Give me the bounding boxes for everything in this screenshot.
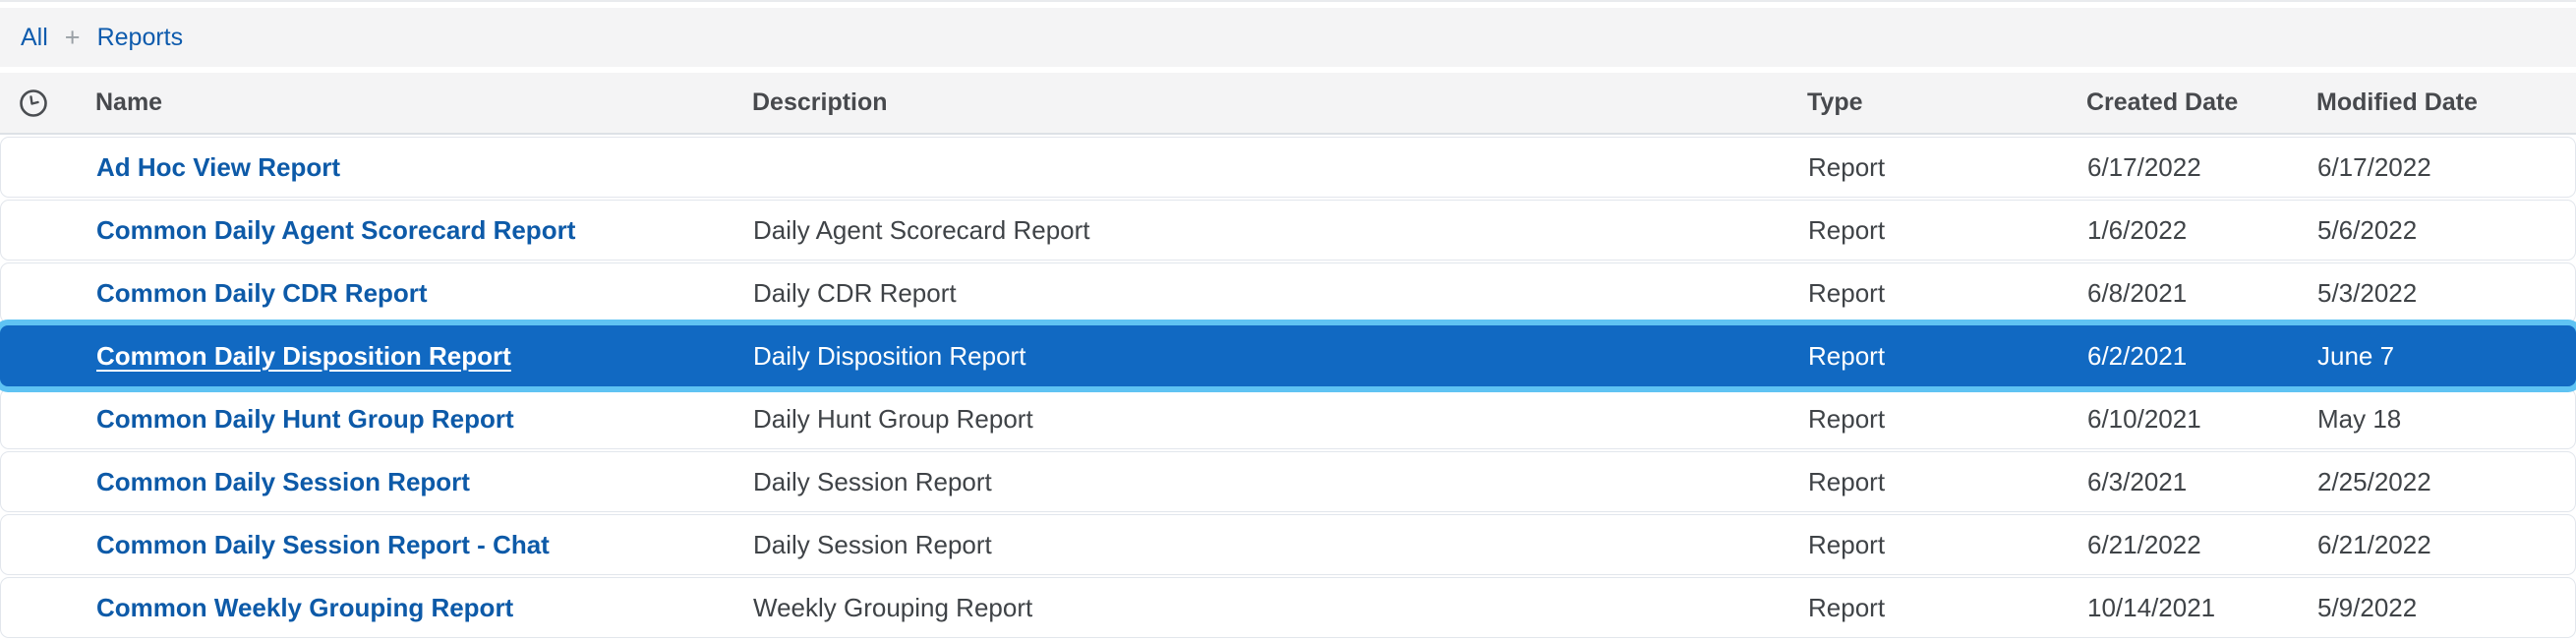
report-name-link[interactable]: Common Daily Hunt Group Report [96, 403, 514, 434]
report-created-date: 6/3/2021 [2087, 466, 2188, 496]
header-cell-scheduled[interactable] [0, 88, 95, 118]
header-cell-description[interactable]: Description [752, 88, 888, 116]
report-name-link[interactable]: Common Weekly Grouping Report [96, 592, 514, 622]
report-created-date: 1/6/2022 [2087, 214, 2188, 245]
table-row[interactable]: Common Daily Session Report Daily Sessio… [0, 451, 2576, 512]
header-cell-type[interactable]: Type [1807, 88, 1863, 116]
report-modified-date: June 7 [2317, 340, 2395, 371]
report-modified-date: May 18 [2317, 403, 2402, 434]
report-name-link[interactable]: Common Daily Session Report [96, 466, 470, 496]
header-cell-name[interactable]: Name [95, 88, 163, 116]
table-header-row: Name Description Type Created Date Modif… [0, 73, 2576, 135]
report-created-date: 6/8/2021 [2087, 277, 2188, 308]
report-modified-date: 6/17/2022 [2317, 151, 2431, 182]
table-row[interactable]: Common Weekly Grouping Report Weekly Gro… [0, 577, 2576, 638]
report-type: Report [1808, 529, 1886, 559]
report-type: Report [1808, 592, 1886, 622]
report-created-date: 10/14/2021 [2087, 592, 2216, 622]
report-created-date: 6/10/2021 [2087, 403, 2201, 434]
report-modified-date: 6/21/2022 [2317, 529, 2431, 559]
report-description: Daily Disposition Report [753, 340, 1026, 371]
report-type: Report [1808, 277, 1886, 308]
top-divider [0, 0, 2576, 2]
table-row[interactable]: Common Daily CDR Report Daily CDR Report… [0, 262, 2576, 323]
breadcrumb-reports-link[interactable]: Reports [96, 23, 184, 51]
report-type: Report [1808, 403, 1886, 434]
report-name-link[interactable]: Common Daily Disposition Report [96, 340, 511, 371]
table-row[interactable]: Ad Hoc View Report Report 6/17/2022 6/17… [0, 137, 2576, 198]
table-row[interactable]: Common Daily Hunt Group Report Daily Hun… [0, 388, 2576, 449]
table-row[interactable]: Common Daily Session Report - Chat Daily… [0, 514, 2576, 575]
report-description: Daily Hunt Group Report [753, 403, 1033, 434]
report-description: Daily Agent Scorecard Report [753, 214, 1090, 245]
breadcrumb-separator-icon: + [64, 22, 81, 52]
report-type: Report [1808, 466, 1886, 496]
breadcrumb-all-link[interactable]: All [21, 23, 48, 51]
report-modified-date: 2/25/2022 [2317, 466, 2431, 496]
report-description: Weekly Grouping Report [753, 592, 1033, 622]
header-cell-modified-date[interactable]: Modified Date [2316, 88, 2478, 116]
report-name-link[interactable]: Common Daily Agent Scorecard Report [96, 214, 576, 245]
table-row[interactable]: Common Daily Agent Scorecard Report Dail… [0, 200, 2576, 261]
report-name-link[interactable]: Ad Hoc View Report [96, 151, 341, 182]
report-type: Report [1808, 340, 1886, 371]
report-modified-date: 5/3/2022 [2317, 277, 2418, 308]
report-description: Daily Session Report [753, 529, 992, 559]
report-modified-date: 5/9/2022 [2317, 592, 2418, 622]
table-row[interactable]: Common Daily Disposition Report Daily Di… [0, 325, 2576, 386]
report-modified-date: 5/6/2022 [2317, 214, 2418, 245]
clock-icon [19, 88, 48, 118]
report-description: Daily Session Report [753, 466, 992, 496]
header-cell-created-date[interactable]: Created Date [2086, 88, 2239, 116]
report-created-date: 6/2/2021 [2087, 340, 2188, 371]
report-created-date: 6/17/2022 [2087, 151, 2201, 182]
report-description: Daily CDR Report [753, 277, 957, 308]
breadcrumb: All + Reports [0, 8, 2576, 67]
report-type: Report [1808, 151, 1886, 182]
report-name-link[interactable]: Common Daily Session Report - Chat [96, 529, 550, 559]
report-name-link[interactable]: Common Daily CDR Report [96, 277, 428, 308]
report-created-date: 6/21/2022 [2087, 529, 2201, 559]
report-type: Report [1808, 214, 1886, 245]
reports-table-body: Ad Hoc View Report Report 6/17/2022 6/17… [0, 137, 2576, 638]
